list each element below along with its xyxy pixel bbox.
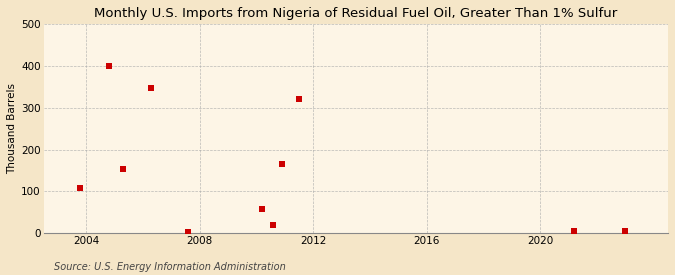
Point (146, 85, 157, 90)
Point (569, 229, 580, 233)
Point (103, 64, 114, 68)
Point (294, 97, 304, 101)
Point (268, 223, 279, 227)
Point (277, 162, 288, 166)
Point (117, 167, 128, 171)
Text: Source: U.S. Energy Information Administration: Source: U.S. Energy Information Administ… (54, 262, 286, 272)
Point (183, 229, 194, 234)
Title: Monthly U.S. Imports from Nigeria of Residual Fuel Oil, Greater Than 1% Sulfur: Monthly U.S. Imports from Nigeria of Res… (94, 7, 618, 20)
Point (256, 207, 267, 211)
Y-axis label: Thousand Barrels: Thousand Barrels (7, 83, 17, 174)
Point (75, 186, 86, 191)
Point (620, 229, 631, 233)
